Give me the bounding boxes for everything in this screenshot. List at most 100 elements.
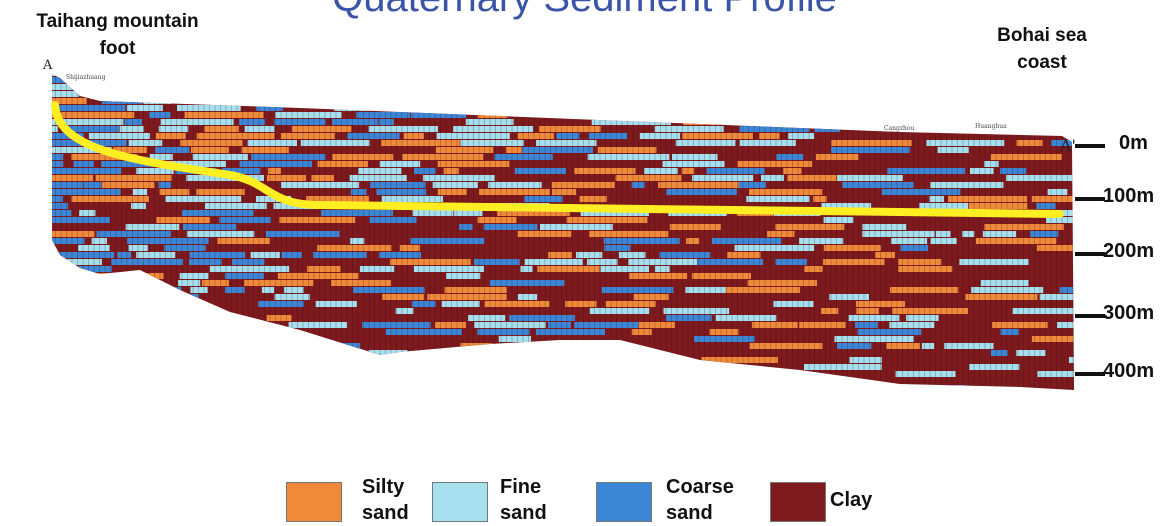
sediment-lens: [334, 84, 387, 90]
sediment-lens: [1030, 231, 1059, 237]
sediment-lens: [837, 175, 903, 181]
sediment-lens: [52, 161, 64, 167]
sediment-lens: [500, 357, 520, 363]
sediment-lens: [992, 322, 1048, 328]
sediment-lens: [1012, 308, 1074, 314]
sediment-lens: [205, 203, 267, 209]
sediment-lens: [822, 105, 900, 111]
sediment-lens: [968, 203, 1028, 209]
sediment-lens: [548, 252, 572, 258]
sediment-lens: [91, 238, 107, 244]
sediment-lens: [922, 74, 970, 76]
sediment-lens: [1036, 203, 1056, 209]
sediment-lens: [311, 77, 360, 83]
sediment-lens: [413, 266, 484, 272]
sediment-lens: [726, 287, 800, 293]
sediment-lens: [261, 287, 275, 293]
right-end-label-line-2: coast: [1017, 52, 1067, 73]
sediment-lens: [509, 74, 586, 76]
sediment-lens: [52, 196, 63, 202]
sediment-lens: [315, 301, 357, 307]
sediment-lens: [89, 350, 144, 356]
sediment-lens: [1039, 294, 1074, 300]
sediment-lens: [476, 98, 518, 104]
sediment-lens: [99, 357, 115, 363]
sediment-lens: [975, 238, 1057, 244]
sediment-lens: [955, 105, 1031, 111]
sediment-lens: [127, 238, 209, 244]
sediment-lens: [615, 175, 682, 181]
sediment-lens: [540, 224, 613, 230]
sediment-lens: [588, 133, 628, 139]
sediment-lens: [117, 252, 132, 258]
sediment-lens: [749, 189, 823, 195]
sediment-lens: [1031, 336, 1074, 342]
sediment-lens: [159, 189, 190, 195]
sediment-lens: [261, 343, 332, 349]
sediment-lens: [321, 210, 393, 216]
sediment-lens: [787, 175, 837, 181]
sediment-lens: [1026, 77, 1074, 83]
sediment-lens: [281, 252, 302, 258]
sediment-lens: [519, 364, 575, 370]
sediment-lens: [1056, 74, 1074, 76]
sediment-lens: [892, 308, 969, 314]
sediment-lens: [118, 301, 183, 307]
sediment-lens: [574, 322, 639, 328]
sediment-lens: [275, 112, 342, 118]
sediment-lens: [551, 182, 615, 188]
sediment-lens: [465, 119, 514, 125]
sediment-lens: [887, 168, 966, 174]
sediment-lens: [52, 315, 69, 321]
sediment-lens: [862, 231, 935, 237]
sediment-lens: [362, 385, 409, 390]
sediment-lens: [358, 168, 402, 174]
sediment-lens: [1046, 217, 1074, 223]
sediment-lens: [52, 259, 102, 265]
sediment-lens: [739, 126, 810, 132]
depth-tick: [1075, 372, 1105, 376]
sediment-lens: [200, 322, 269, 328]
sediment-lens: [113, 147, 147, 153]
sediment-lens: [52, 203, 69, 209]
legend-label-clay: Clay: [830, 487, 872, 513]
sediment-lens: [52, 322, 120, 328]
sediment-lens: [279, 217, 356, 223]
sediment-lens: [642, 392, 676, 398]
sediment-lens: [285, 350, 349, 356]
sediment-lens: [241, 147, 289, 153]
sediment-lens: [179, 273, 209, 279]
sediment-lens: [587, 259, 618, 265]
sediment-lens: [441, 301, 480, 307]
sediment-lens: [158, 126, 189, 132]
legend-swatch-clay: [770, 482, 826, 522]
sediment-lens: [411, 301, 436, 307]
sediment-lens: [591, 119, 671, 125]
sediment-lens: [136, 322, 200, 328]
sediment-lens: [244, 280, 314, 286]
sediment-lens: [919, 203, 969, 209]
sediment-lens: [881, 189, 961, 195]
sediment-lens: [223, 98, 245, 104]
sediment-lens: [52, 301, 100, 307]
sediment-lens: [755, 98, 792, 104]
sediment-lens: [1080, 224, 1119, 230]
sediment-lens: [268, 168, 281, 174]
sediment-lens: [659, 105, 730, 111]
sediment-lens: [659, 252, 711, 258]
sediment-lens: [381, 140, 460, 146]
sediment-lens: [566, 91, 593, 97]
sediment-lens: [669, 74, 708, 76]
sediment-lens: [52, 231, 95, 237]
sediment-lens: [894, 74, 911, 76]
sediment-lens: [180, 140, 243, 146]
sediment-lens: [52, 294, 111, 300]
sediment-lens: [882, 84, 957, 90]
sediment-lens: [675, 140, 736, 146]
sediment-lens: [675, 98, 744, 104]
sediment-lens: [959, 259, 1029, 265]
sediment-lens: [222, 168, 261, 174]
sediment-lens: [901, 105, 942, 111]
sediment-lens: [460, 343, 493, 349]
sediment-lens: [517, 231, 572, 237]
